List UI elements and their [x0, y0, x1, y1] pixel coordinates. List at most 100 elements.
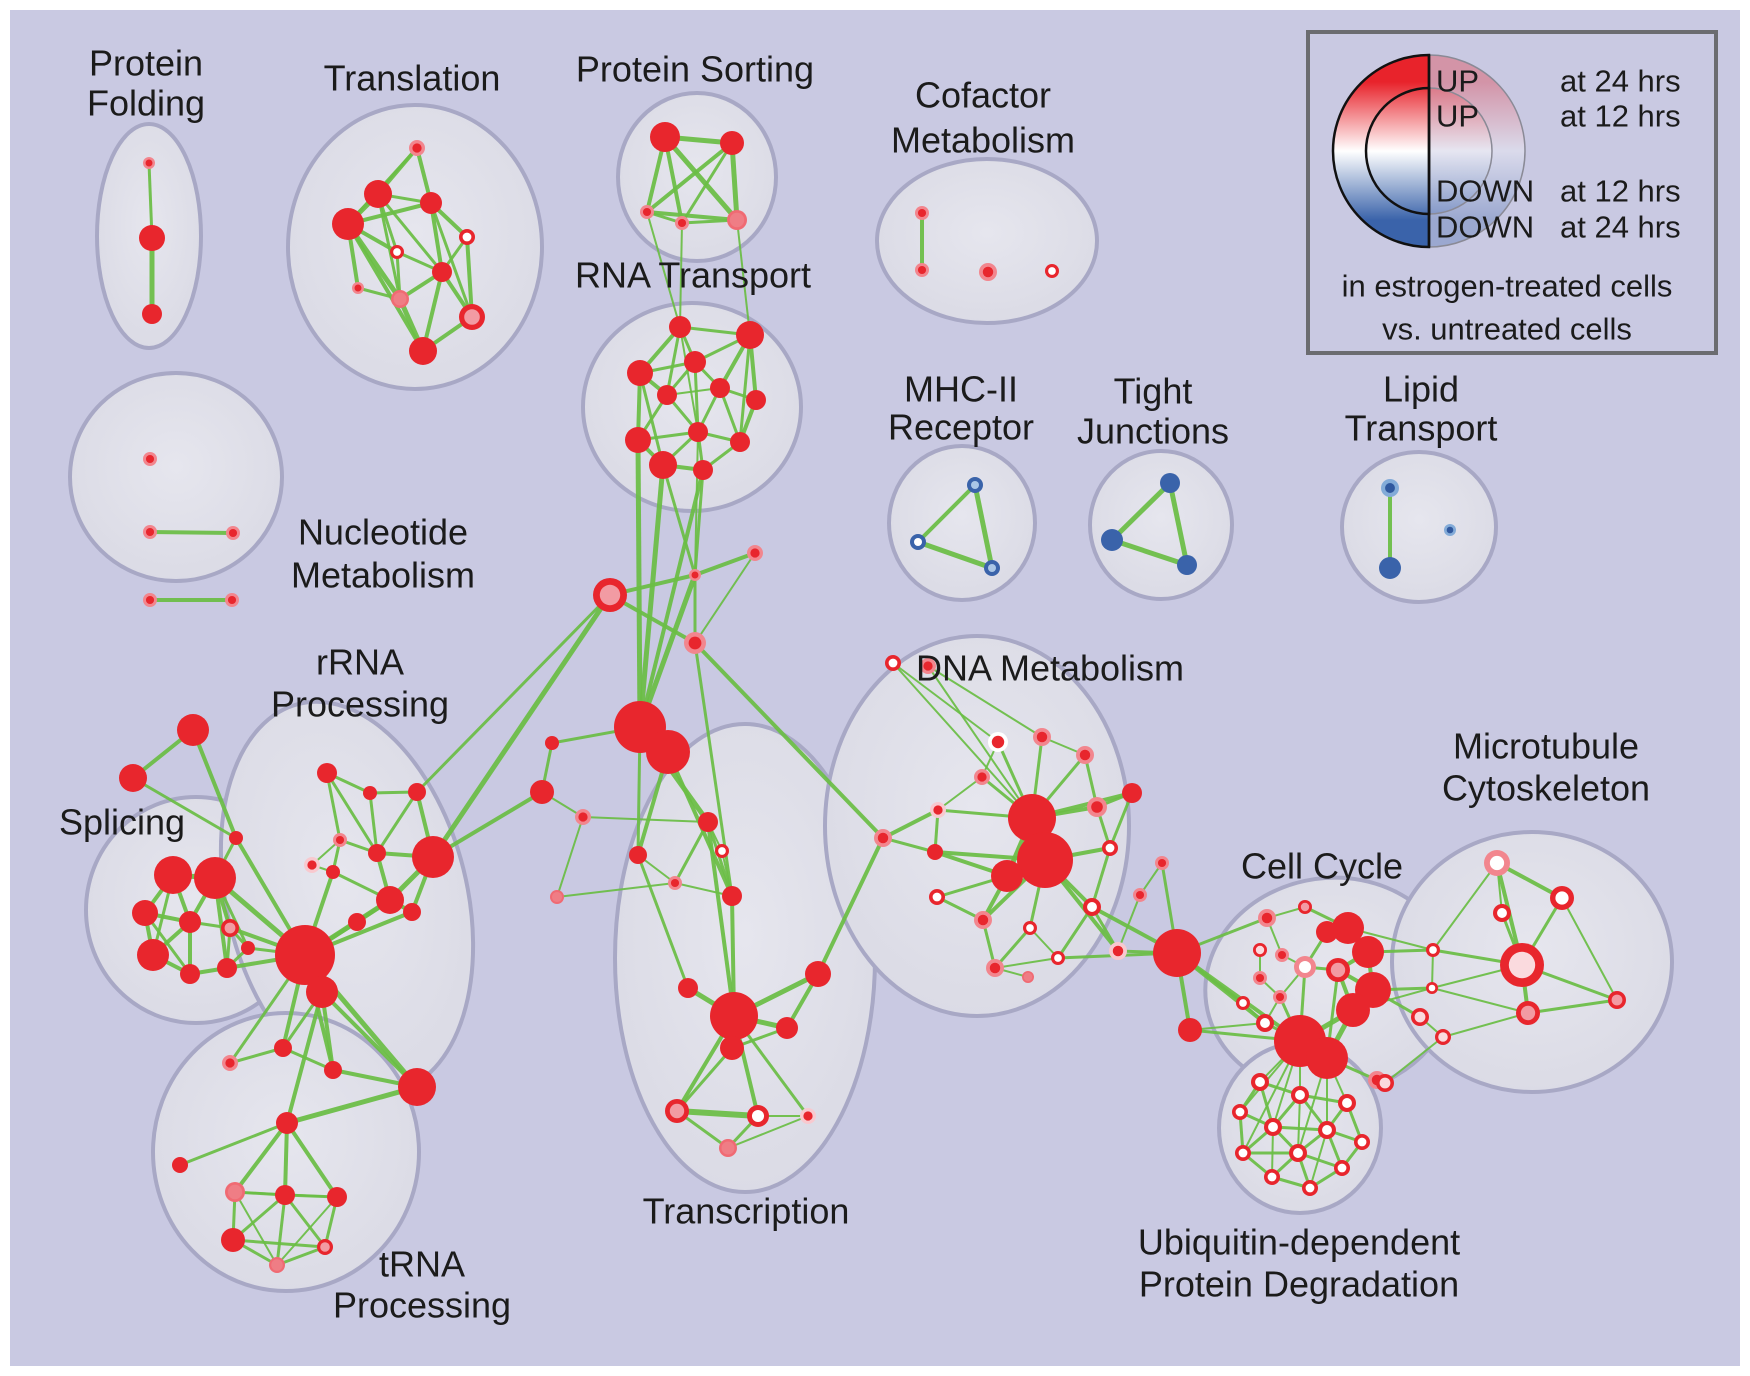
- gene-node[interactable]: [137, 939, 169, 971]
- gene-node[interactable]: [333, 833, 347, 847]
- gene-node[interactable]: [1076, 746, 1094, 764]
- gene-node[interactable]: [142, 304, 162, 324]
- gene-node[interactable]: [684, 351, 706, 373]
- gene-node[interactable]: [241, 941, 255, 955]
- gene-node[interactable]: [317, 1239, 333, 1255]
- gene-node[interactable]: [1264, 1169, 1280, 1185]
- gene-node[interactable]: [746, 390, 766, 410]
- gene-node[interactable]: [391, 290, 409, 308]
- gene-node[interactable]: [324, 1061, 342, 1079]
- gene-node[interactable]: [403, 903, 421, 921]
- gene-node[interactable]: [1298, 900, 1312, 914]
- gene-node[interactable]: [420, 192, 442, 214]
- gene-node[interactable]: [720, 1036, 744, 1060]
- gene-node[interactable]: [180, 964, 200, 984]
- gene-node[interactable]: [688, 422, 708, 442]
- gene-node[interactable]: [408, 783, 426, 801]
- gene-node[interactable]: [221, 1228, 245, 1252]
- gene-node[interactable]: [988, 732, 1008, 752]
- gene-node[interactable]: [143, 157, 155, 169]
- gene-node[interactable]: [1500, 943, 1544, 987]
- gene-node[interactable]: [326, 865, 340, 879]
- gene-node[interactable]: [139, 225, 165, 251]
- gene-node[interactable]: [221, 919, 239, 937]
- gene-node[interactable]: [275, 925, 335, 985]
- gene-node[interactable]: [747, 1105, 769, 1127]
- gene-node[interactable]: [276, 1112, 298, 1134]
- gene-node[interactable]: [177, 714, 209, 746]
- gene-node[interactable]: [459, 304, 485, 330]
- gene-node[interactable]: [1155, 856, 1169, 870]
- gene-node[interactable]: [390, 245, 404, 259]
- gene-node[interactable]: [1316, 921, 1338, 943]
- gene-node[interactable]: [1109, 942, 1127, 960]
- gene-node[interactable]: [678, 978, 698, 998]
- gene-node[interactable]: [332, 208, 364, 240]
- gene-node[interactable]: [275, 1185, 295, 1205]
- gene-node[interactable]: [1051, 951, 1065, 965]
- gene-node[interactable]: [348, 913, 366, 931]
- gene-node[interactable]: [194, 857, 236, 899]
- gene-node[interactable]: [1178, 1018, 1202, 1042]
- gene-node[interactable]: [650, 122, 680, 152]
- gene-node[interactable]: [575, 809, 591, 825]
- gene-node[interactable]: [885, 655, 901, 671]
- gene-node[interactable]: [776, 1017, 798, 1039]
- gene-node[interactable]: [143, 525, 157, 539]
- gene-node[interactable]: [1326, 958, 1350, 982]
- gene-node[interactable]: [229, 831, 243, 845]
- gene-node[interactable]: [974, 911, 992, 929]
- gene-node[interactable]: [459, 229, 475, 245]
- gene-node[interactable]: [927, 844, 943, 860]
- gene-node[interactable]: [1354, 1134, 1370, 1150]
- gene-node[interactable]: [1133, 888, 1147, 902]
- gene-node[interactable]: [719, 1139, 737, 1157]
- gene-node[interactable]: [668, 876, 682, 890]
- gene-node[interactable]: [1289, 1144, 1307, 1162]
- gene-node[interactable]: [1376, 1074, 1394, 1092]
- gene-node[interactable]: [143, 452, 157, 466]
- gene-node[interactable]: [657, 385, 677, 405]
- gene-node[interactable]: [1022, 971, 1034, 983]
- gene-node[interactable]: [675, 216, 689, 230]
- gene-node[interactable]: [910, 534, 926, 550]
- gene-node[interactable]: [154, 856, 192, 894]
- gene-node[interactable]: [409, 337, 437, 365]
- gene-node[interactable]: [930, 802, 946, 818]
- gene-node[interactable]: [1426, 982, 1438, 994]
- gene-node[interactable]: [915, 206, 929, 220]
- gene-node[interactable]: [1232, 1104, 1248, 1120]
- gene-node[interactable]: [1426, 943, 1440, 957]
- gene-node[interactable]: [1258, 909, 1276, 927]
- gene-node[interactable]: [967, 477, 983, 493]
- gene-node[interactable]: [646, 730, 690, 774]
- gene-node[interactable]: [1017, 832, 1073, 888]
- gene-node[interactable]: [920, 658, 936, 674]
- gene-node[interactable]: [805, 961, 831, 987]
- gene-node[interactable]: [143, 593, 157, 607]
- gene-node[interactable]: [545, 736, 559, 750]
- gene-node[interactable]: [1435, 1029, 1451, 1045]
- gene-node[interactable]: [730, 432, 750, 452]
- gene-node[interactable]: [979, 263, 997, 281]
- gene-node[interactable]: [1177, 555, 1197, 575]
- gene-node[interactable]: [306, 976, 338, 1008]
- gene-node[interactable]: [1153, 929, 1201, 977]
- gene-node[interactable]: [720, 131, 744, 155]
- gene-node[interactable]: [1045, 264, 1059, 278]
- gene-node[interactable]: [1264, 1118, 1282, 1136]
- gene-node[interactable]: [398, 1068, 436, 1106]
- gene-node[interactable]: [179, 911, 201, 933]
- gene-node[interactable]: [409, 140, 425, 156]
- gene-node[interactable]: [432, 262, 452, 282]
- gene-node[interactable]: [693, 460, 713, 480]
- gene-node[interactable]: [1291, 1086, 1309, 1104]
- gene-node[interactable]: [800, 1108, 816, 1124]
- gene-node[interactable]: [352, 282, 364, 294]
- gene-node[interactable]: [1493, 904, 1511, 922]
- gene-node[interactable]: [629, 846, 647, 864]
- gene-node[interactable]: [1381, 479, 1399, 497]
- gene-node[interactable]: [665, 1099, 689, 1123]
- gene-node[interactable]: [172, 1157, 188, 1173]
- gene-node[interactable]: [1251, 1073, 1269, 1091]
